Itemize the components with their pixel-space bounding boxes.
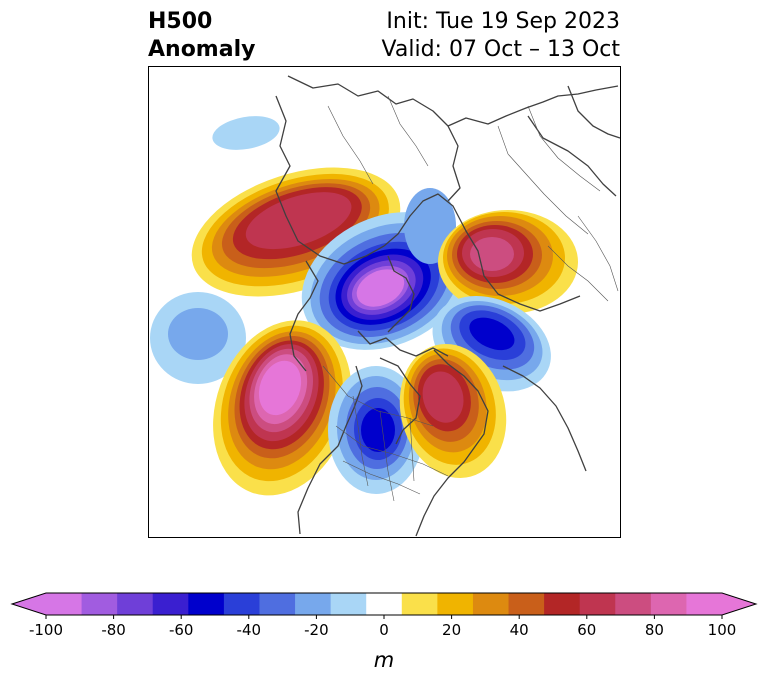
anomaly-alaska-positive <box>213 320 352 496</box>
colorbar-segment <box>508 593 545 615</box>
colorbar-extend-over <box>722 593 756 615</box>
colorbar-tick-label: -60 <box>169 621 194 639</box>
political-borders <box>322 95 619 502</box>
colorbar-segment <box>366 593 403 615</box>
anomaly-arctic-negative <box>301 212 471 350</box>
forecast-info: Init: Tue 19 Sep 2023 Valid: 07 Oct – 13… <box>382 8 620 64</box>
colorbar-segments <box>10 592 758 616</box>
colorbar-extend-under <box>12 593 46 615</box>
colorbar-segment <box>117 593 154 615</box>
colorbar-segment <box>686 593 723 615</box>
colorbar-segment <box>295 593 332 615</box>
colorbar-segment <box>579 593 616 615</box>
colorbar-tick-label: 100 <box>708 621 737 639</box>
anomaly-map <box>148 66 621 538</box>
valid-range: Valid: 07 Oct – 13 Oct <box>381 37 620 62</box>
colorbar-tick-label: -40 <box>237 621 262 639</box>
map-frame <box>148 66 621 538</box>
colorbar-tick-label: -80 <box>101 621 126 639</box>
anomaly-nw-negative <box>212 116 280 150</box>
colorbar-tick-label: 80 <box>645 621 664 639</box>
colorbar-segment <box>401 593 438 615</box>
colorbar-tick-label: 20 <box>442 621 461 639</box>
colorbar-tick-label: 40 <box>510 621 529 639</box>
map-title: H500 Anomaly <box>148 8 255 64</box>
colorbar-segment <box>437 593 474 615</box>
colorbar-segment <box>223 593 260 615</box>
title-variable: H500 <box>148 9 213 34</box>
anomaly-ecanada-positive <box>399 343 507 479</box>
colorbar-segment <box>188 593 225 615</box>
coastlines <box>275 75 621 537</box>
colorbar-ticks: -100 -80 -60 -40 -20 0 20 40 60 80 100 <box>29 615 736 639</box>
colorbar-segment <box>650 593 687 615</box>
anomaly-pacific-negative <box>150 292 246 384</box>
colorbar-segment <box>259 593 296 615</box>
colorbar-tick-label: 60 <box>577 621 596 639</box>
colorbar-tick-label: -20 <box>304 621 329 639</box>
colorbar-segment <box>81 593 118 615</box>
colorbar-unit-label: m <box>374 648 394 672</box>
colorbar-segment <box>472 593 510 615</box>
colorbar-segment <box>152 593 189 615</box>
colorbar-segment <box>544 593 581 615</box>
title-type: Anomaly <box>148 37 256 62</box>
colorbar-tick-label: -100 <box>29 621 63 639</box>
init-date: Init: Tue 19 Sep 2023 <box>386 9 620 34</box>
colorbar: -100 -80 -60 -40 -20 0 20 40 60 80 100 m <box>10 592 758 672</box>
colorbar-segment <box>330 593 367 615</box>
colorbar-tick-label: 0 <box>379 621 389 639</box>
anomaly-scandinavia-positive <box>438 210 578 314</box>
colorbar-segment <box>46 593 83 615</box>
colorbar-segment <box>615 593 652 615</box>
